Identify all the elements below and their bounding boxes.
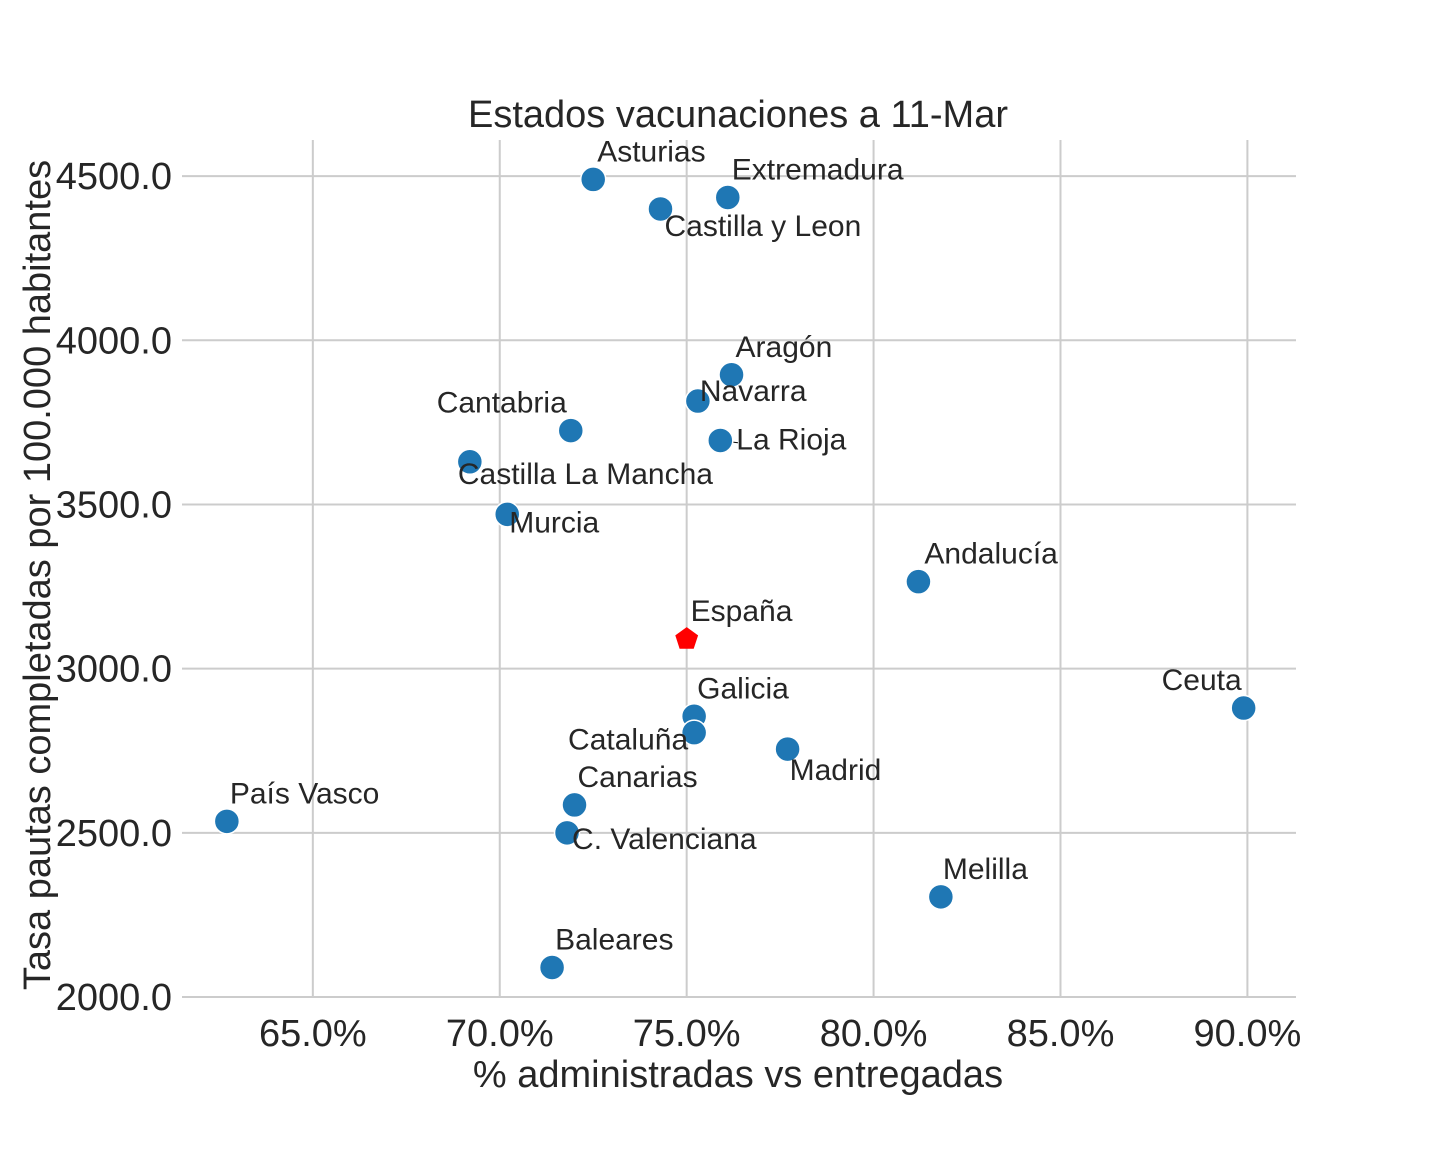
data-point (684, 387, 712, 415)
y-tick-label: 2000.0 (56, 977, 172, 1019)
data-point (538, 954, 566, 981)
data-point (553, 819, 581, 847)
point-label: Aragón (736, 331, 833, 364)
data-point (714, 184, 742, 211)
point-label: Murcia (509, 506, 599, 539)
point-label: Cantabria (437, 387, 567, 420)
x-tick-label: 90.0% (1194, 1013, 1302, 1055)
highlight-label: España (691, 595, 793, 628)
data-point (647, 195, 674, 223)
y-tick-label: 4500.0 (56, 156, 172, 198)
data-point (927, 883, 955, 911)
x-axis-label: % administradas vs entregadas (473, 1054, 1003, 1096)
point-label: País Vasco (230, 777, 380, 810)
x-axis-ticks: 65.0% 70.0% 75.0% 80.0% 85.0% 90.0% (259, 1013, 1301, 1055)
data-point (456, 448, 484, 476)
data-point (557, 417, 585, 444)
data-point (707, 427, 734, 454)
x-tick-label: 80.0% (820, 1013, 928, 1055)
x-tick-label: 85.0% (1007, 1013, 1115, 1055)
point-label: Castilla y Leon (664, 210, 861, 243)
chart-title: Estados vacunaciones a 11-Mar (468, 94, 1008, 136)
data-point (718, 361, 745, 389)
point-label: Extremadura (732, 153, 904, 186)
data-point (774, 735, 801, 763)
data-point (561, 791, 588, 819)
data-points (213, 166, 1257, 981)
point-labels: Asturias Extremadura Castilla y Leon Aragón… (230, 135, 1242, 956)
grid (182, 140, 1296, 998)
point-label: Ceuta (1162, 664, 1242, 697)
point-label: Asturias (597, 135, 705, 168)
y-axis-label: Tasa pautas completadas por 100.000 habi… (17, 160, 59, 990)
y-tick-label: 2500.0 (56, 813, 172, 855)
point-label: C. Valenciana (572, 823, 757, 856)
point-label: Cataluña (568, 724, 688, 757)
x-tick-label: 65.0% (259, 1013, 367, 1055)
y-tick-label: 4000.0 (56, 320, 172, 362)
point-label: Andalucía (924, 538, 1058, 571)
data-point (493, 501, 521, 528)
point-label: Castilla La Mancha (458, 458, 713, 491)
y-tick-label: 3000.0 (56, 649, 172, 691)
y-tick-label: 3500.0 (56, 484, 172, 526)
point-label: Navarra (700, 375, 807, 408)
data-point (579, 166, 607, 193)
point-label: Baleares (555, 923, 673, 956)
data-point (213, 808, 241, 835)
x-tick-label: 75.0% (633, 1013, 741, 1055)
data-point (905, 568, 932, 595)
point-label: La Rioja (736, 423, 846, 456)
point-label: Galicia (697, 672, 789, 705)
point-label: Canarias (578, 761, 698, 794)
highlight-point (675, 627, 699, 649)
point-label: Melilla (943, 853, 1028, 886)
x-tick-label: 70.0% (446, 1013, 554, 1055)
y-axis-ticks: 2000.0 2500.0 3000.0 3500.0 4000.0 4500.0 (56, 156, 172, 1019)
point-label: Madrid (790, 754, 882, 787)
data-point (680, 719, 708, 746)
data-point (1230, 694, 1257, 722)
